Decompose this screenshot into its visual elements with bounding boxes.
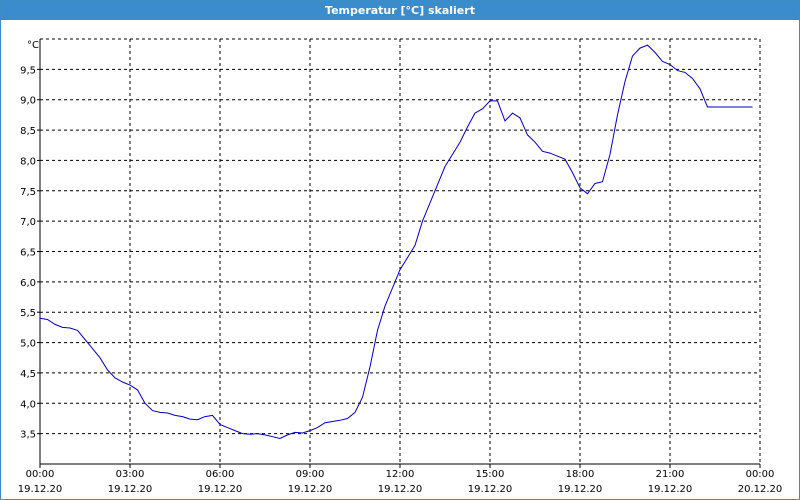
x-tick-date-label: 19.12.20 <box>108 484 153 495</box>
y-tick-label: 9,5 <box>20 65 36 76</box>
y-tick-label: 7,5 <box>20 187 36 198</box>
y-tick-labels: 3,5 4,0 4,5 5,0 5,5 6,0 6,5 7,0 7,5 8,0 8,5 9,0 9,5 <box>20 65 36 440</box>
x-tick-time-label: 00:00 <box>746 469 775 480</box>
x-tick-date-label: 20.12.20 <box>738 484 783 495</box>
y-tick-label: 6,5 <box>20 248 36 259</box>
y-tick-label: 4,0 <box>20 399 36 410</box>
y-tick-label: 7,0 <box>20 217 36 228</box>
x-tick-date-label: 19.12.20 <box>378 484 423 495</box>
y-tick-label: 8,5 <box>20 126 36 137</box>
x-tick-date-label: 19.12.20 <box>288 484 333 495</box>
y-tick-label: 5,5 <box>20 308 36 319</box>
temperature-series-line <box>39 44 753 440</box>
x-tick-date-label: 19.12.20 <box>198 484 243 495</box>
window-title: Temperatur [°C] skaliert <box>1 1 799 20</box>
y-axis-unit-label: °C <box>27 40 39 51</box>
y-tick-label: 9,0 <box>20 96 36 107</box>
y-tick-label: 3,5 <box>20 430 36 441</box>
x-tick-date-label: 19.12.20 <box>648 484 693 495</box>
x-tick-time-label: 15:00 <box>476 469 505 480</box>
grid-lines <box>40 38 761 464</box>
x-tick-time-label: 03:00 <box>116 469 145 480</box>
y-tick-label: 8,0 <box>20 156 36 167</box>
x-tick-time-label: 00:00 <box>26 469 55 480</box>
x-tick-time-label: 09:00 <box>296 469 325 480</box>
axes <box>37 39 761 468</box>
x-tick-labels: 00:00 19.12.20 03:00 19.12.20 06:00 19.12.20 0… <box>18 469 783 495</box>
x-tick-date-label: 19.12.20 <box>558 484 603 495</box>
x-tick-time-label: 06:00 <box>206 469 235 480</box>
x-tick-time-label: 21:00 <box>656 469 685 480</box>
x-tick-date-label: 19.12.20 <box>18 484 63 495</box>
y-tick-label: 6,0 <box>20 278 36 289</box>
series-group <box>39 44 753 440</box>
y-tick-label: 4,5 <box>20 369 36 380</box>
x-tick-time-label: 18:00 <box>566 469 595 480</box>
x-tick-time-label: 12:00 <box>386 469 415 480</box>
y-tick-label: 5,0 <box>20 339 36 350</box>
x-tick-date-label: 19.12.20 <box>468 484 513 495</box>
